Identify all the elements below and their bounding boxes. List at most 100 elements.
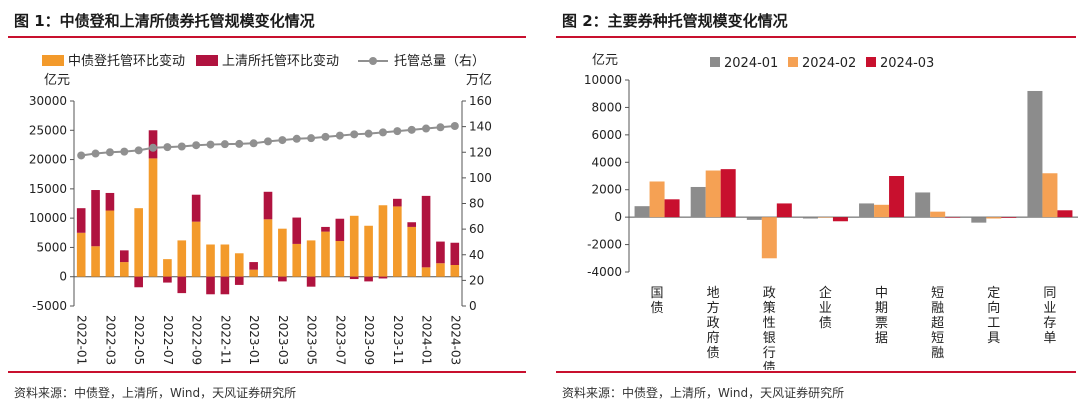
x-tick-label: 2023-05 — [305, 315, 319, 365]
y-tick-label: -4000 — [587, 265, 622, 279]
y-tick-label: -2000 — [587, 238, 622, 252]
right-y-tick-label: 60 — [469, 222, 484, 236]
category-label-char: 方 — [707, 300, 720, 316]
legend-swatch-2 — [866, 57, 876, 67]
total-custody-point — [163, 143, 172, 152]
left-y-tick-label: 10000 — [29, 211, 67, 225]
category-label-char: 债 — [819, 316, 832, 331]
bar-shangqingsuo — [407, 222, 417, 227]
category-label-char: 债 — [763, 361, 776, 370]
bar-2024-03 — [776, 203, 792, 218]
y-tick-label: 4000 — [591, 155, 622, 169]
legend-label-1: 上清所托管环比变动 — [222, 53, 339, 69]
right-chart-panel: 图 2：主要券种托管规模变化情况 -4000 -2000 0 2000 4000 6000… — [548, 0, 1080, 415]
left-y-tick-label: 15000 — [29, 182, 67, 196]
total-custody-point — [335, 131, 344, 140]
x-tick-label: 2024-03 — [448, 315, 462, 365]
category-label-char: 同 — [1043, 286, 1056, 301]
category-label-char: 短 — [931, 286, 944, 301]
category-label-char: 工 — [987, 316, 1000, 331]
bar-2024-03 — [1057, 210, 1073, 218]
bar-shangqingsuo — [436, 241, 445, 264]
legend-swatch-1 — [788, 57, 798, 67]
y-tick-label: 6000 — [591, 128, 622, 142]
category-label-char: 据 — [875, 331, 888, 346]
left-y-tick-label: 20000 — [29, 153, 67, 167]
bar-2024-02 — [817, 217, 833, 218]
y-tick-label: 2000 — [591, 183, 622, 197]
x-tick-label: 2022-11 — [218, 315, 232, 365]
right-title-rule — [556, 36, 1076, 38]
bar-shangqingsuo — [163, 276, 172, 283]
bar-shangqingsuo — [364, 276, 373, 282]
left-y-tick-label: 30000 — [29, 94, 67, 108]
right-y-tick-label: 40 — [469, 248, 484, 262]
category-label-char: 地 — [707, 286, 720, 301]
category-label-char: 债 — [651, 301, 664, 316]
bar-zhongzhaideng — [206, 244, 215, 277]
right-y-tick-label: 20 — [469, 273, 484, 287]
category-label-char: 业 — [1043, 301, 1056, 316]
x-tick-label: 2022-03 — [103, 315, 117, 365]
bar-shangqingsuo — [206, 276, 215, 295]
total-custody-point — [134, 146, 143, 155]
total-custody-point — [91, 149, 100, 158]
bar-zhongzhaideng — [378, 205, 388, 277]
right-source-text: 资料来源：中债登，上清所，Wind，天风证券研究所 — [562, 386, 845, 400]
bar-2024-03 — [945, 217, 961, 218]
bar-zhongzhaideng — [407, 226, 417, 277]
bar-2024-02 — [649, 181, 665, 218]
x-tick-label: 2024-01 — [420, 315, 434, 365]
bar-zhongzhaideng — [349, 215, 359, 277]
category-label-char: 企 — [819, 285, 832, 301]
total-custody-point — [292, 134, 301, 143]
left-chart-svg: -5000 0 5000 10000 15000 20000 25000 30000 0 20 40… — [29, 53, 492, 365]
total-custody-point — [364, 129, 373, 138]
bar-zhongzhaideng — [306, 240, 316, 277]
bar-2024-03 — [832, 217, 848, 222]
x-tick-label: 2022-01 — [75, 315, 89, 365]
bar-shangqingsuo — [134, 276, 143, 288]
bar-zhongzhaideng — [148, 158, 158, 277]
x-tick-label: 2022-09 — [190, 315, 204, 365]
total-custody-point — [235, 139, 244, 148]
right-y-tick-label: 160 — [469, 94, 492, 108]
category-label-char: 具 — [987, 331, 1000, 346]
category-label-char: 策 — [763, 300, 776, 316]
category-label-char: 超 — [931, 316, 944, 331]
bar-shangqingsuo — [119, 250, 129, 263]
bar-zhongzhaideng — [191, 221, 201, 277]
legend-label-2: 2024-03 — [880, 56, 934, 71]
bar-shangqingsuo — [234, 276, 244, 285]
total-custody-point — [436, 123, 445, 132]
bar-shangqingsuo — [249, 262, 258, 270]
bar-shangqingsuo — [321, 226, 330, 232]
legend-swatch-0 — [710, 57, 720, 67]
left-y-tick-label: 25000 — [29, 123, 67, 137]
total-custody-point — [422, 124, 431, 133]
bar-2024-02 — [930, 211, 946, 218]
bar-zhongzhaideng — [450, 265, 460, 277]
right-chart-title: 图 2：主要券种托管规模变化情况 — [562, 12, 788, 30]
right-y-tick-label: 80 — [469, 197, 484, 211]
total-custody-point — [278, 136, 287, 145]
bar-2024-03 — [889, 176, 905, 218]
bar-shangqingsuo — [76, 208, 86, 233]
total-custody-point — [249, 139, 258, 148]
bar-shangqingsuo — [292, 217, 302, 244]
left-source-text: 资料来源：中债登，上清所，Wind，天风证券研究所 — [14, 386, 297, 400]
left-y-tick-label: 0 — [59, 270, 67, 284]
left-source-rule — [8, 371, 526, 373]
category-label-char: 定 — [987, 286, 1000, 301]
right-chart-svg: -4000-20000200040006000800010000亿元国债地方政府… — [584, 53, 1078, 370]
bar-shangqingsuo — [393, 198, 402, 207]
total-custody-point — [350, 130, 359, 139]
bar-zhongzhaideng — [393, 206, 402, 277]
bar-2024-01 — [802, 217, 818, 219]
bar-zhongzhaideng — [220, 244, 230, 277]
right-y-tick-label: 140 — [469, 120, 492, 134]
right-y-tick-label: 120 — [469, 145, 492, 159]
category-label-char: 政 — [707, 316, 720, 331]
bar-zhongzhaideng — [436, 263, 445, 277]
total-custody-point — [105, 148, 114, 157]
